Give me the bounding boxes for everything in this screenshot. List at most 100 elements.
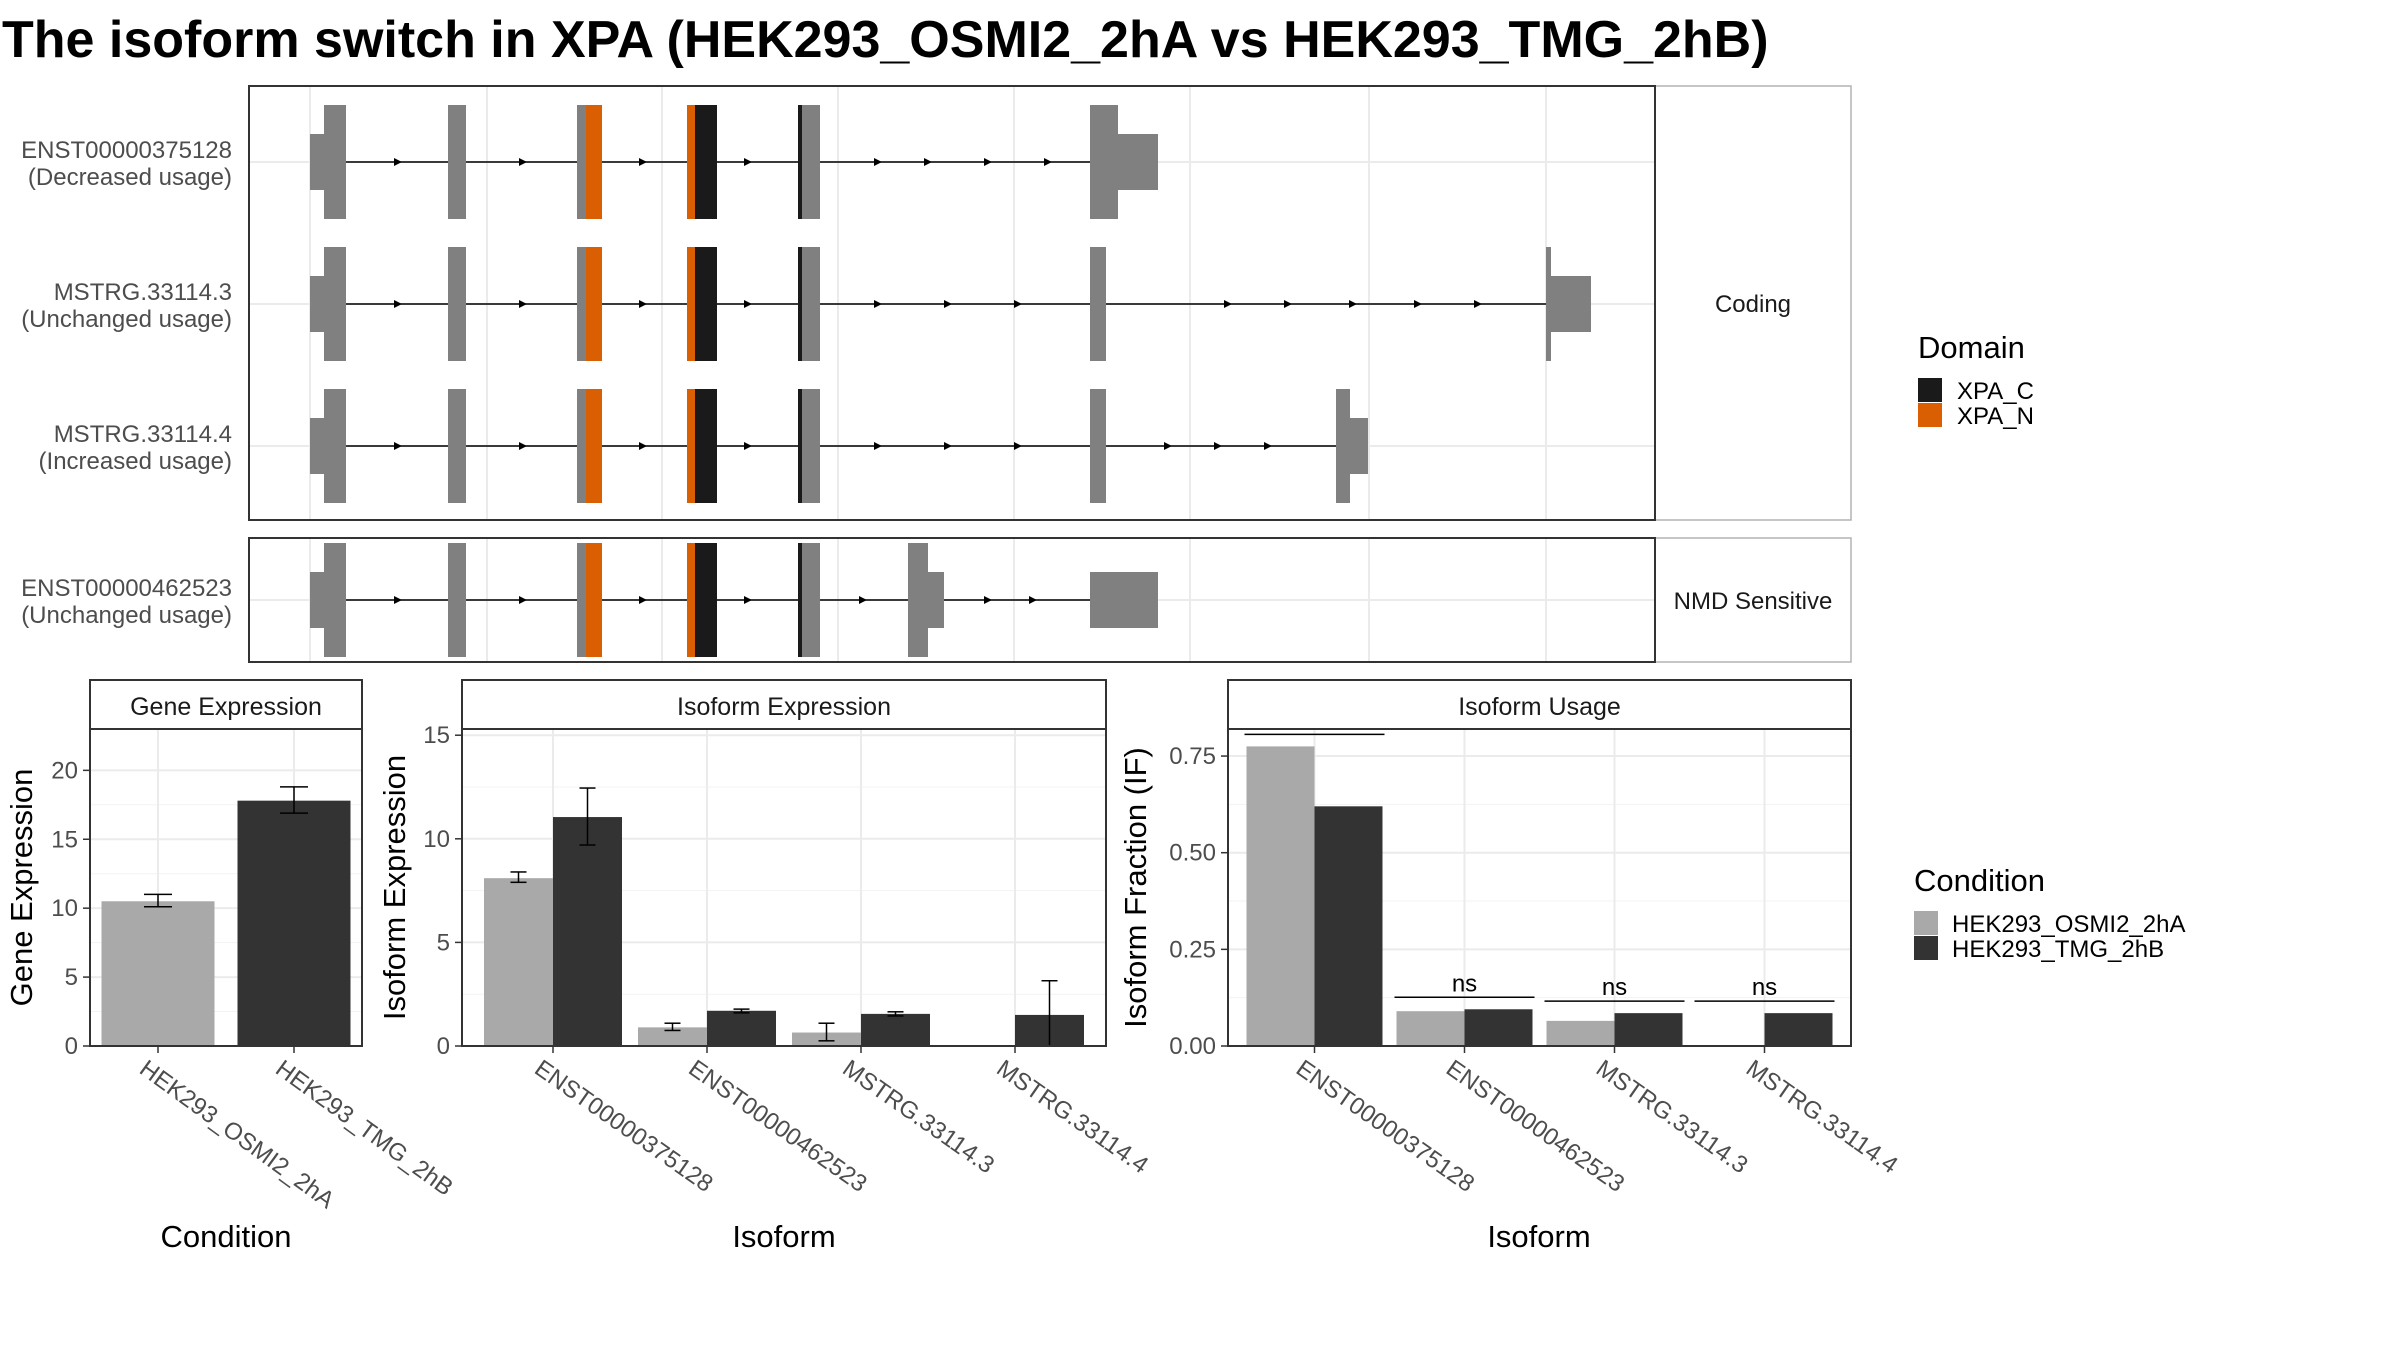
x-axis-label: Isoform	[1487, 1219, 1590, 1254]
exon-block	[324, 247, 346, 361]
domain-xpa-c-block	[695, 247, 717, 361]
x-axis-label: Isoform	[732, 1219, 835, 1254]
coding-panel-border	[248, 85, 1656, 521]
utr-block	[928, 572, 944, 628]
exon-block	[1090, 105, 1118, 219]
y-tick-label: 5	[65, 964, 78, 991]
bar-series0-cat0	[484, 878, 553, 1046]
y-tick-label: 0.25	[1169, 936, 1216, 963]
domain-xpa-n-block	[687, 105, 695, 219]
strand-arrow	[394, 300, 402, 308]
strand-arrow	[924, 158, 932, 166]
error-bar	[510, 871, 527, 884]
coding-strip	[1654, 85, 1852, 521]
domain-legend-swatch	[1918, 378, 1942, 402]
strand-arrow	[859, 596, 867, 604]
significance-label: ns	[1602, 974, 1627, 1001]
domain-xpa-n-block	[687, 389, 695, 503]
strand-arrow	[1014, 300, 1022, 308]
y-tick-label: 15	[423, 722, 450, 749]
transcript-model	[310, 389, 1368, 503]
exon-block	[798, 105, 820, 219]
strand-arrow	[1264, 442, 1272, 450]
y-axis-label: Gene Expression	[4, 769, 39, 1007]
condition-legend-swatch	[1914, 911, 1938, 935]
domain-legend-label: XPA_C	[1957, 378, 2034, 405]
strip-box	[461, 679, 1107, 730]
strand-arrow	[1224, 300, 1232, 308]
domain-xpa-c-block	[798, 247, 802, 361]
error-bar	[579, 787, 596, 846]
transcript-usage-label: (Unchanged usage)	[21, 306, 232, 333]
error-bar	[664, 1022, 681, 1032]
utr-block	[310, 134, 324, 190]
transcript-structure-panels: Coding NMD Sensitive ENST00000375128(Decre…	[21, 85, 1852, 663]
domain-xpa-c-block	[695, 389, 717, 503]
exon-block	[324, 389, 346, 503]
significance-label: ns	[1452, 970, 1477, 997]
strand-arrow	[874, 158, 882, 166]
strand-arrow	[1474, 300, 1482, 308]
exon-block	[908, 543, 928, 657]
strip-box	[89, 679, 363, 730]
y-tick-label: 0	[65, 1033, 78, 1060]
bar-series1-cat0	[553, 817, 622, 1046]
error-bar	[144, 893, 172, 908]
utr-block	[310, 572, 324, 628]
y-tick-label: 10	[423, 826, 450, 853]
domain-legend-swatch	[1918, 403, 1942, 427]
strand-arrow	[874, 442, 882, 450]
bar-0	[101, 901, 215, 1046]
bar-series1-cat3	[1764, 1013, 1833, 1046]
strand-arrow	[394, 442, 402, 450]
strand-arrow	[744, 158, 752, 166]
y-axis-label: Isoform Fraction (IF)	[1118, 747, 1153, 1028]
domain-legend-title: Domain	[1918, 330, 2025, 365]
strip-box	[1227, 679, 1852, 730]
x-axis-label: Condition	[161, 1219, 292, 1254]
error-bar	[733, 1008, 750, 1014]
x-tick-label: MSTRG.33114.3	[1591, 1055, 1753, 1179]
strand-arrow	[1214, 442, 1222, 450]
x-tick-label: MSTRG.33114.4	[992, 1055, 1154, 1179]
strand-arrow	[519, 158, 527, 166]
domain-xpa-c-block	[798, 543, 802, 657]
exon-block	[448, 105, 466, 219]
strand-arrow	[1284, 300, 1292, 308]
exon-block	[1090, 389, 1106, 503]
transcript-id-label: MSTRG.33114.4	[54, 421, 232, 448]
utr-block	[1118, 134, 1158, 190]
x-tick-label: MSTRG.33114.3	[838, 1055, 1000, 1179]
y-axis-label: Isoform Expression	[377, 755, 412, 1020]
y-tick-label: 0.50	[1169, 840, 1216, 867]
y-tick-label: 0	[437, 1033, 450, 1060]
strand-arrow	[639, 300, 647, 308]
strand-arrow	[639, 442, 647, 450]
x-tick-label: MSTRG.33114.4	[1741, 1055, 1903, 1179]
utr-block	[1090, 572, 1158, 628]
exon-block	[1090, 247, 1106, 361]
transcript-model	[310, 105, 1158, 219]
exon-block	[324, 105, 346, 219]
exon-block	[1546, 247, 1551, 361]
bar-chart-1: Isoform Expression 0 5 10 15 Isoform Expressi…	[377, 679, 1154, 1254]
domain-legend-label: XPA_N	[1957, 403, 2034, 430]
exon-block	[798, 543, 820, 657]
y-tick-label: 0.75	[1169, 743, 1216, 770]
bar-series0-cat1	[1396, 1011, 1465, 1046]
y-tick-label: 0.00	[1169, 1033, 1216, 1060]
domain-xpa-n-block	[687, 543, 695, 657]
nmd-strip	[1654, 537, 1852, 663]
bar-series0-cat0	[1246, 746, 1315, 1046]
exon-block	[798, 389, 820, 503]
domain-xpa-c-block	[695, 543, 717, 657]
condition-legend-title: Condition	[1914, 863, 2045, 898]
strand-arrow	[1349, 300, 1357, 308]
bar-series1-cat1	[707, 1010, 776, 1046]
strand-arrow	[744, 442, 752, 450]
exon-block	[798, 247, 820, 361]
nmd-panel-border	[248, 537, 1656, 663]
